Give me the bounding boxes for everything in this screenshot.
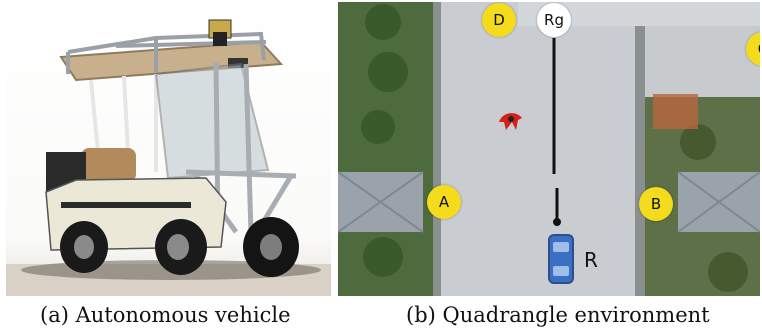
aerial-map-background bbox=[338, 2, 760, 296]
caption-quadrangle-environment: (b) Quadrangle environment bbox=[406, 303, 710, 327]
robot-label: R bbox=[584, 248, 598, 272]
path-endpoint-dot bbox=[553, 218, 561, 226]
golf-cart-illustration bbox=[6, 19, 331, 296]
waypoint-marker-a: A bbox=[427, 185, 461, 219]
caption-autonomous-vehicle: (a) Autonomous vehicle bbox=[40, 303, 291, 327]
planned-path bbox=[552, 38, 561, 226]
vehicle-photo bbox=[6, 2, 331, 296]
robot-goal-marker: Rg bbox=[537, 3, 571, 37]
waypoint-marker-d: D bbox=[482, 3, 516, 37]
waypoint-marker-c: C bbox=[746, 32, 760, 66]
quadrangle-map: R D Rg A B C bbox=[338, 2, 760, 296]
robot-vehicle-icon bbox=[548, 234, 574, 284]
pedestrian-icon bbox=[499, 113, 522, 130]
waypoint-marker-b: B bbox=[639, 187, 673, 221]
